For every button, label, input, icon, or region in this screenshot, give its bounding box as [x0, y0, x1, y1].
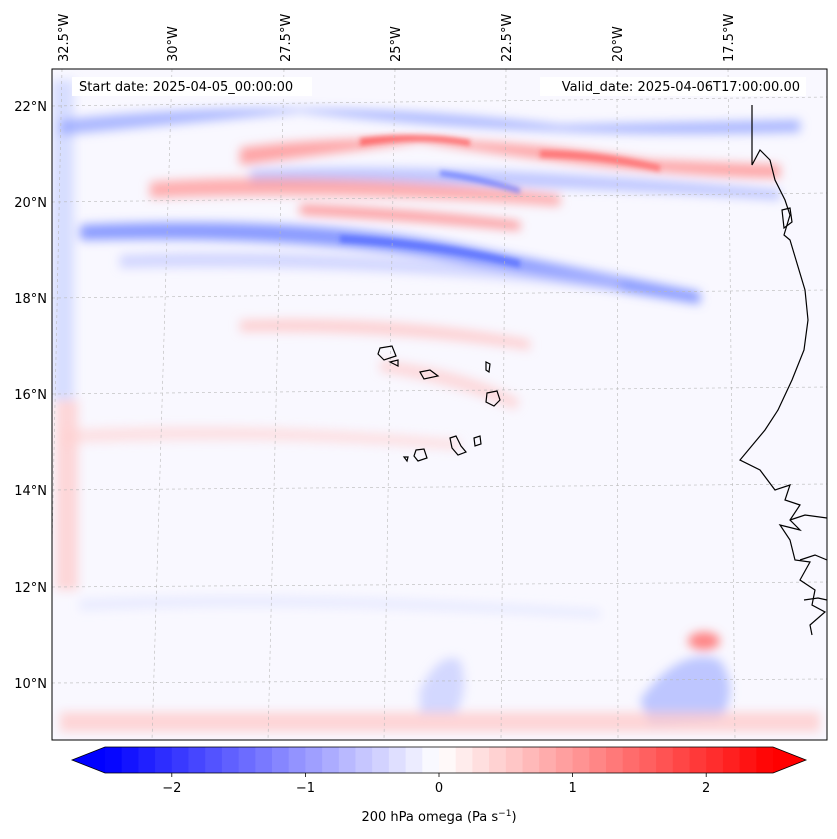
colorbar-tick-label: 1	[568, 781, 576, 796]
colorbar-cell	[422, 747, 440, 773]
colorbar-cell	[305, 747, 323, 773]
colorbar-cell	[756, 747, 774, 773]
colorbar-cell	[455, 747, 473, 773]
colorbar-cell	[138, 747, 156, 773]
colorbar-cell	[255, 747, 273, 773]
colorbar-label: 200 hPa omega (Pa s−1)	[361, 809, 516, 825]
colorbar-cell	[439, 747, 457, 773]
colorbar-cell	[505, 747, 524, 773]
colorbar: −2 −1 0 1 2 200 hPa omega (Pa s−1)	[70, 746, 808, 825]
lat-label-16n: 16°N	[14, 388, 47, 403]
colorbar-cell	[539, 747, 557, 773]
colorbar-cell	[739, 747, 757, 773]
colorbar-cell	[656, 747, 674, 773]
colorbar-cell	[689, 747, 707, 773]
colorbar-cell	[572, 747, 590, 773]
lon-label-30w: 30°W	[166, 26, 181, 62]
colorbar-cell	[322, 747, 340, 773]
lon-label-17-5w: 17.5°W	[722, 14, 737, 62]
lat-label-20n: 20°N	[14, 196, 47, 211]
colorbar-tick-label: −1	[296, 781, 315, 796]
colorbar-cell	[121, 747, 139, 773]
lat-label-18n: 18°N	[14, 292, 47, 307]
colorbar-tick-label: 0	[435, 781, 443, 796]
colorbar-cell	[272, 747, 290, 773]
colorbar-ticks: −2 −1 0 1 2	[162, 773, 710, 796]
lon-label-22-5w: 22.5°W	[500, 14, 515, 62]
colorbar-cell	[238, 747, 256, 773]
colorbar-cells	[105, 747, 774, 773]
colorbar-extend-high	[773, 747, 806, 773]
latitude-labels: 22°N 20°N 18°N 16°N 14°N 12°N 10°N	[14, 100, 47, 692]
lon-label-27-5w: 27.5°W	[279, 14, 294, 62]
lat-label-14n: 14°N	[14, 484, 47, 499]
colorbar-cell	[672, 747, 691, 773]
lat-label-10n: 10°N	[14, 677, 47, 692]
colorbar-cell	[522, 747, 540, 773]
coastlines	[377, 105, 827, 636]
colorbar-outline	[70, 746, 808, 774]
colorbar-extend-low	[72, 747, 105, 773]
lon-label-20w: 20°W	[611, 26, 626, 62]
lat-label-22n: 22°N	[14, 100, 47, 115]
valid-date-box	[540, 77, 806, 96]
colorbar-cell	[589, 747, 607, 773]
lat-label-12n: 12°N	[14, 581, 47, 596]
colorbar-cell	[338, 747, 357, 773]
colorbar-cell	[622, 747, 640, 773]
colorbar-cell	[288, 747, 306, 773]
colorbar-cell	[555, 747, 574, 773]
lon-label-32-5w: 32.5°W	[57, 14, 72, 62]
colorbar-cell	[706, 747, 724, 773]
colorbar-cell	[155, 747, 173, 773]
graticule	[52, 69, 827, 740]
colorbar-cell	[355, 747, 373, 773]
colorbar-cell	[489, 747, 507, 773]
colorbar-cell	[372, 747, 390, 773]
colorbar-tick-label: 2	[702, 781, 710, 796]
colorbar-cell	[205, 747, 223, 773]
colorbar-cell	[388, 747, 407, 773]
colorbar-cell	[606, 747, 624, 773]
colorbar-cell	[221, 747, 240, 773]
colorbar-cell	[722, 747, 741, 773]
colorbar-tick-label: −2	[162, 781, 181, 796]
start-date-box	[72, 77, 312, 96]
start-date-label: Start date: 2025-04-05_00:00:00	[79, 80, 293, 95]
colorbar-cell	[105, 747, 123, 773]
colorbar-cell	[188, 747, 206, 773]
longitude-labels: 32.5°W 30°W 27.5°W 25°W 22.5°W 20°W 17.5…	[57, 14, 737, 62]
colorbar-cell	[472, 747, 490, 773]
map-frame	[51, 68, 828, 741]
lon-label-25w: 25°W	[389, 26, 404, 62]
colorbar-cell	[405, 747, 423, 773]
colorbar-cell	[171, 747, 190, 773]
map-panel	[52, 69, 827, 740]
colorbar-cell	[639, 747, 657, 773]
valid-date-label: Valid_date: 2025-04-06T17:00:00.00	[562, 80, 800, 95]
